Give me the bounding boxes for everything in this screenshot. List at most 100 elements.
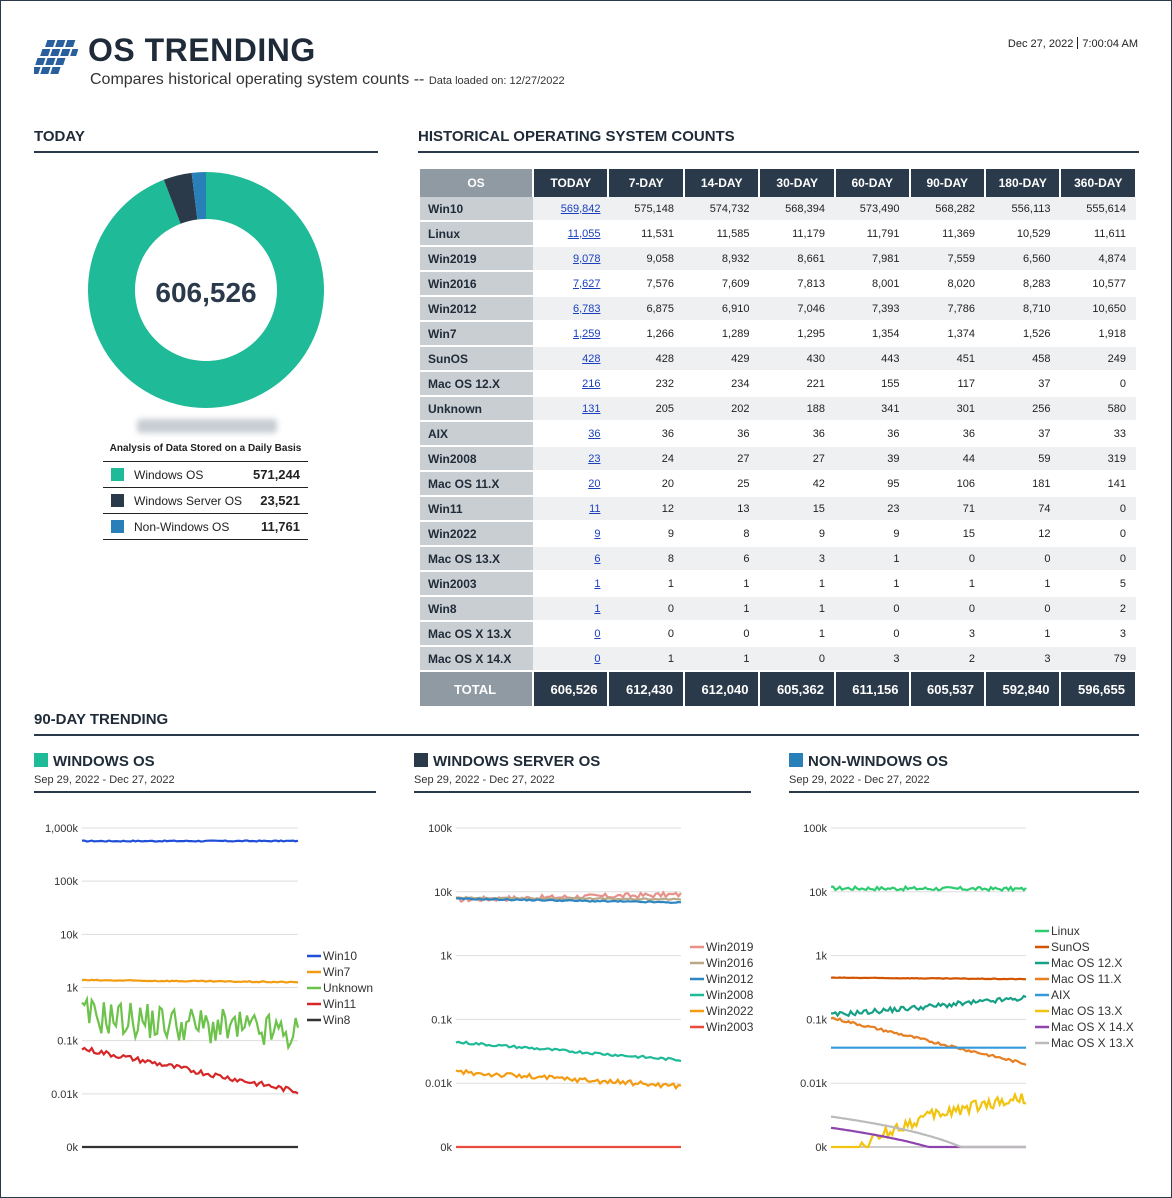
count-cell: 36 xyxy=(759,421,835,447)
os-name-cell: Win2003 xyxy=(420,571,533,597)
count-cell: 580 xyxy=(1060,396,1136,422)
today-count-link[interactable]: 6 xyxy=(594,552,601,565)
legend-label-win7: Win7 xyxy=(323,965,351,979)
today-count-link[interactable]: 428 xyxy=(582,352,601,365)
windows-server-os-title-text: WINDOWS SERVER OS xyxy=(433,753,601,770)
today-count-link[interactable]: 1 xyxy=(594,602,601,615)
count-cell: 9,058 xyxy=(608,246,684,272)
today-count-cell: 7,627 xyxy=(533,271,609,297)
table-row: Win2012 6,783 6,875 6,910 7,046 7,393 7,786 8,7… xyxy=(420,296,1136,322)
legend-label-mac-os-x-13-x: Mac OS X 13.X xyxy=(1051,1036,1134,1050)
legend-swatch xyxy=(111,494,124,507)
legend-label-win10: Win10 xyxy=(323,949,357,963)
count-cell: 8,283 xyxy=(985,271,1061,297)
count-cell: 575,148 xyxy=(608,197,684,222)
count-cell: 2 xyxy=(909,646,985,672)
today-count-link[interactable]: 0 xyxy=(594,652,601,665)
legend-label-win2019: Win2019 xyxy=(706,940,754,954)
series-line-mac-os-12-x xyxy=(830,994,1027,1018)
total-cell: 605,362 xyxy=(759,671,836,708)
today-count-link[interactable]: 7,627 xyxy=(572,277,601,290)
legend-label-mac-os-13-x: Mac OS 13.X xyxy=(1051,1004,1122,1018)
today-count-link[interactable]: 569,842 xyxy=(560,202,601,215)
count-cell: 1 xyxy=(759,571,835,597)
count-cell: 1 xyxy=(683,571,760,597)
count-cell: 0 xyxy=(834,621,910,647)
table-row: SunOS 428 428 429 430 443 451 458 249 xyxy=(420,346,1136,372)
report-time: 7:00:04 AM xyxy=(1082,38,1138,50)
today-count-link[interactable]: 1,259 xyxy=(572,327,601,340)
count-cell: 1 xyxy=(683,646,760,672)
count-cell: 37 xyxy=(985,371,1061,397)
count-cell: 23 xyxy=(834,496,910,522)
windows-server-os-date-range: Sep 29, 2022 - Dec 27, 2022 xyxy=(414,774,555,786)
donut-total-label: 606,526 xyxy=(155,277,256,308)
table-row: Win10 569,842 575,148 574,732 568,394 573,490… xyxy=(420,197,1136,222)
legend-label-win11: Win11 xyxy=(323,997,356,1011)
count-cell: 6,875 xyxy=(608,296,684,322)
count-cell: 0 xyxy=(1060,521,1136,547)
total-cell: 612,430 xyxy=(608,671,685,708)
y-tick-label: 100k xyxy=(428,823,452,835)
count-cell: 458 xyxy=(985,346,1061,372)
today-count-cell: 9,078 xyxy=(533,246,609,272)
legend-row-windows-server-os: Windows Server OS 23,521 xyxy=(103,488,308,514)
legend-label-mac-os-12-x: Mac OS 12.X xyxy=(1051,956,1122,970)
count-cell: 1 xyxy=(759,621,835,647)
today-count-link[interactable]: 6,783 xyxy=(572,302,601,315)
legend-label-win8: Win8 xyxy=(323,1013,351,1027)
count-cell: 36 xyxy=(909,421,985,447)
count-cell: 106 xyxy=(909,471,985,497)
count-cell: 36 xyxy=(834,421,910,447)
today-count-link[interactable]: 131 xyxy=(582,402,601,415)
series-line-mac-os-x-13-x xyxy=(830,1115,1026,1149)
today-count-link[interactable]: 0 xyxy=(594,627,601,640)
non-windows-os-rule xyxy=(789,791,1139,793)
today-count-cell: 1 xyxy=(533,571,609,597)
table-row: Win2022 9 9 8 9 9 15 12 0 xyxy=(420,521,1136,547)
legend-label-sunos: SunOS xyxy=(1051,940,1090,954)
report-datetime: Dec 27, 2022 7:00:04 AM xyxy=(1008,37,1138,50)
today-count-link[interactable]: 1 xyxy=(594,577,601,590)
windows-os-rule xyxy=(34,791,376,793)
table-row: Mac OS X 13.X 0 0 0 1 0 3 1 3 xyxy=(420,621,1136,647)
today-count-cell: 11 xyxy=(533,496,609,522)
today-count-link[interactable]: 20 xyxy=(588,477,601,490)
count-cell: 8,020 xyxy=(909,271,985,297)
today-count-link[interactable]: 36 xyxy=(588,427,601,440)
today-count-link[interactable]: 23 xyxy=(588,452,601,465)
total-cell: 611,156 xyxy=(834,671,911,708)
count-cell: 3 xyxy=(1060,621,1136,647)
series-line-unknown xyxy=(81,994,300,1051)
legend-swatch xyxy=(111,520,124,533)
count-cell: 39 xyxy=(834,446,910,472)
column-header-180-day: 180-DAY xyxy=(985,169,1062,197)
donut-slice-windows-server-os xyxy=(163,172,198,224)
table-row: Unknown 131 205 202 188 341 301 256 580 xyxy=(420,396,1136,422)
today-count-link[interactable]: 9,078 xyxy=(572,252,601,265)
y-tick-label: 10k xyxy=(60,929,78,941)
count-cell: 555,614 xyxy=(1060,197,1136,222)
os-name-cell: Mac OS X 14.X xyxy=(420,646,533,672)
table-header-row: OS TODAY 7-DAY 14-DAY 30-DAY 60-DAY 90-DAY 180-… xyxy=(420,169,1137,197)
today-count-link[interactable]: 216 xyxy=(582,377,601,390)
today-count-link[interactable]: 9 xyxy=(594,527,601,540)
count-cell: 44 xyxy=(909,446,985,472)
count-cell: 7,046 xyxy=(759,296,835,322)
count-cell: 1 xyxy=(608,646,684,672)
count-cell: 8 xyxy=(683,521,760,547)
today-count-link[interactable]: 11 xyxy=(589,502,601,515)
y-tick-label: 0.01k xyxy=(51,1089,78,1101)
today-count-cell: 36 xyxy=(533,421,609,447)
legend-label-mac-os-x-14-x: Mac OS X 14.X xyxy=(1051,1020,1134,1034)
y-tick-label: 1k xyxy=(815,951,827,963)
total-cell: 605,537 xyxy=(909,671,987,708)
donut-slice-windows-os xyxy=(88,172,324,408)
legend-label-unknown: Unknown xyxy=(323,981,373,995)
historical-os-table: OS TODAY 7-DAY 14-DAY 30-DAY 60-DAY 90-DAY 180-… xyxy=(420,169,1137,708)
count-cell: 428 xyxy=(608,346,684,372)
count-cell: 0 xyxy=(608,621,684,647)
count-cell: 2 xyxy=(1060,596,1136,622)
today-count-link[interactable]: 11,055 xyxy=(567,227,601,240)
count-cell: 11,585 xyxy=(683,221,760,247)
